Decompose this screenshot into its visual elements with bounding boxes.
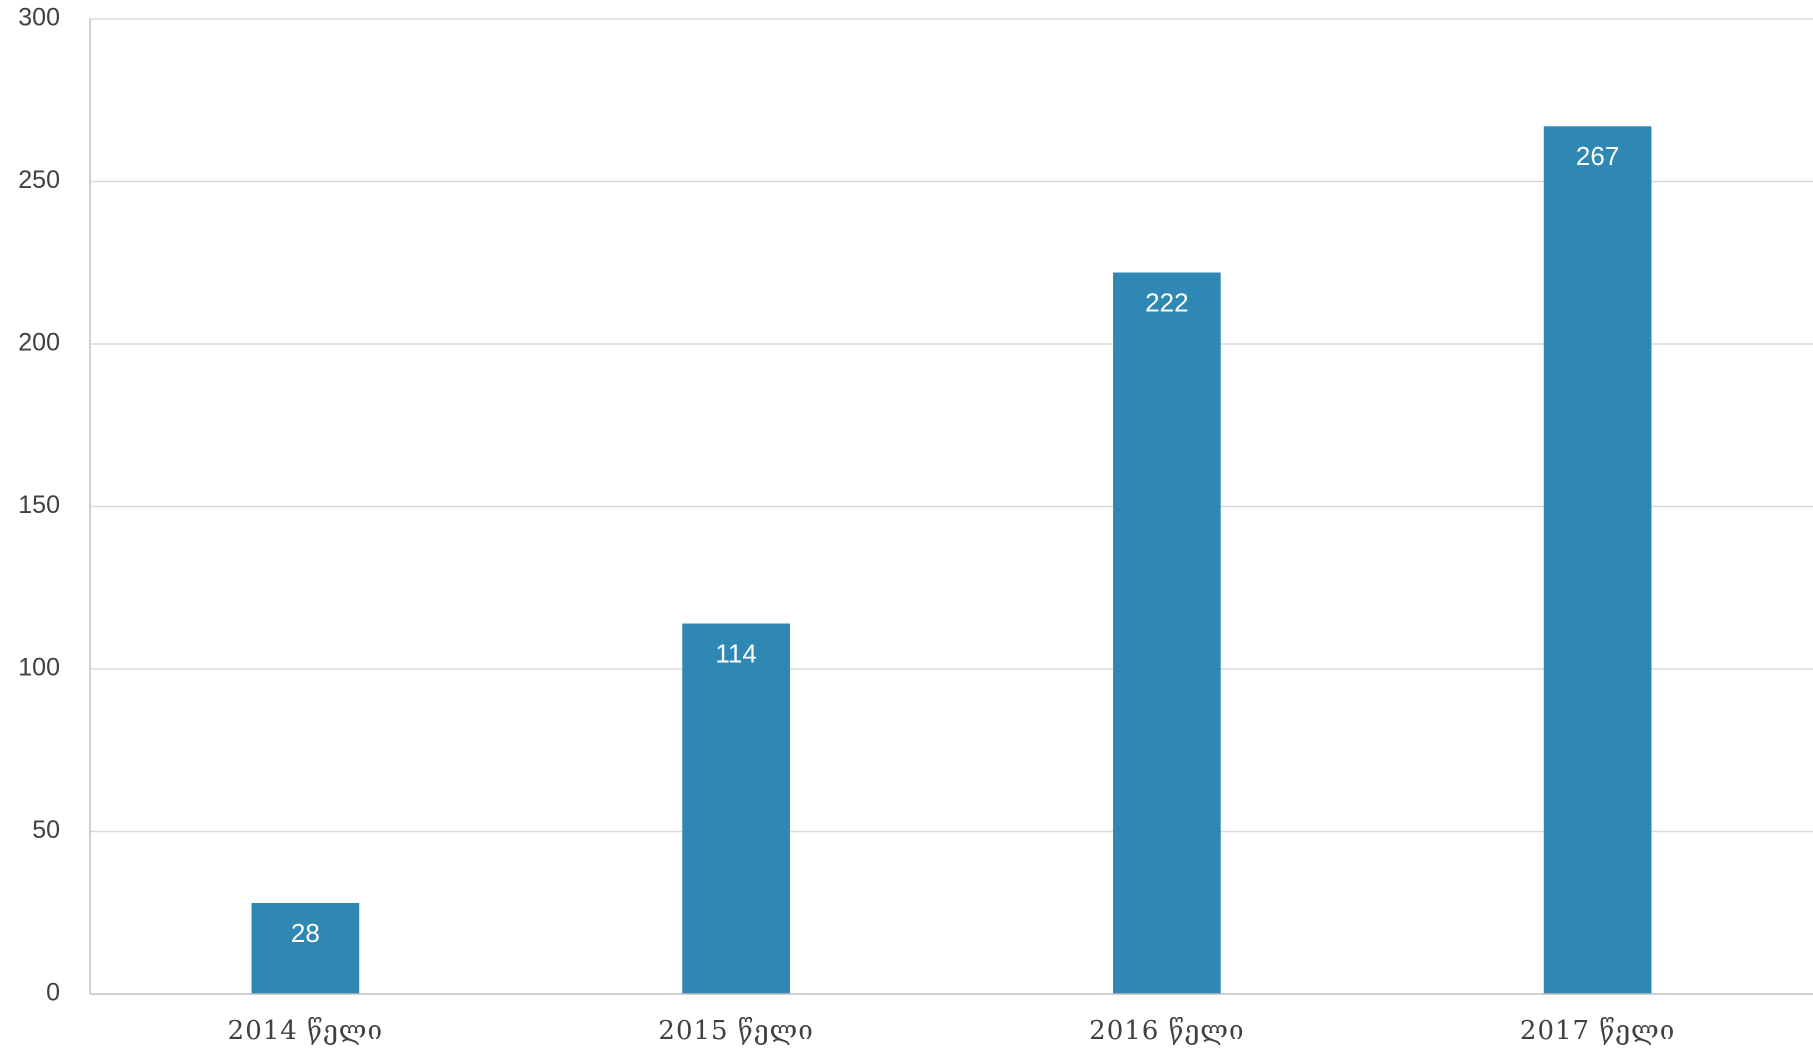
y-tick-label: 150 bbox=[18, 491, 60, 519]
data-label: 114 bbox=[715, 638, 756, 668]
axes bbox=[89, 19, 1813, 995]
x-axis-tick-labels: 2014 წელი 2015 წელი 2016 წელი 2017 წელი bbox=[228, 1016, 1675, 1046]
gridlines bbox=[90, 18, 1813, 833]
x-tick-label: 2015 წელი bbox=[658, 1016, 813, 1046]
y-tick-label: 200 bbox=[18, 329, 60, 357]
y-tick-label: 300 bbox=[18, 4, 60, 32]
y-tick-label: 0 bbox=[46, 979, 60, 1007]
bar bbox=[251, 903, 360, 994]
bar bbox=[1543, 126, 1652, 994]
x-tick-label: 2016 წელი bbox=[1089, 1016, 1244, 1046]
y-tick-label: 250 bbox=[18, 166, 60, 194]
bar bbox=[682, 623, 790, 994]
x-tick-label: 2014 წელი bbox=[228, 1016, 383, 1046]
data-label: 28 bbox=[291, 918, 320, 948]
y-tick-label: 50 bbox=[32, 816, 60, 844]
bar bbox=[1113, 272, 1221, 994]
x-tick-label: 2017 წელი bbox=[1520, 1016, 1675, 1046]
y-tick-label: 100 bbox=[18, 654, 60, 682]
data-label: 222 bbox=[1145, 287, 1188, 317]
bars bbox=[251, 126, 1652, 994]
data-label: 267 bbox=[1576, 141, 1619, 171]
data-labels: 28 114 222 267 bbox=[291, 141, 1619, 948]
y-axis-tick-labels: 0 50 100 150 200 250 300 bbox=[18, 4, 60, 1007]
